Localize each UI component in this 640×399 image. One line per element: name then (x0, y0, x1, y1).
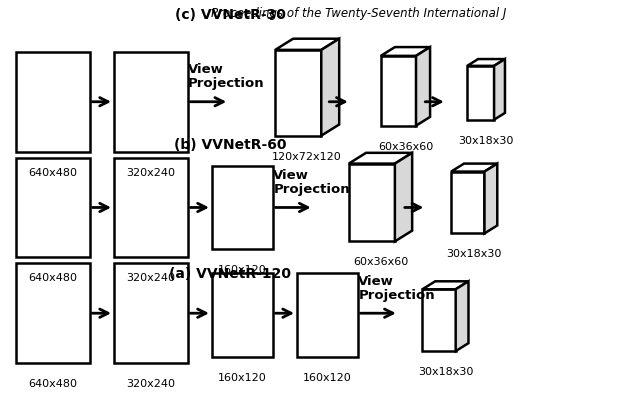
Text: 60x36x60: 60x36x60 (353, 257, 408, 267)
Polygon shape (467, 66, 494, 120)
Polygon shape (484, 164, 497, 233)
Polygon shape (451, 164, 497, 172)
Text: 160x120: 160x120 (218, 373, 267, 383)
Polygon shape (275, 50, 321, 136)
Polygon shape (381, 47, 430, 56)
Polygon shape (467, 59, 505, 66)
Polygon shape (456, 281, 468, 351)
Text: 30x18x30: 30x18x30 (458, 136, 514, 146)
Text: 30x18x30: 30x18x30 (447, 249, 502, 259)
Polygon shape (349, 153, 412, 164)
Polygon shape (321, 39, 339, 136)
Text: 60x36x60: 60x36x60 (378, 142, 433, 152)
Text: Proceedings of the Twenty-Seventh International J: Proceedings of the Twenty-Seventh Intern… (211, 7, 506, 20)
Text: (a) VVNetR-120: (a) VVNetR-120 (170, 267, 291, 281)
Bar (212, 166, 273, 249)
Text: 320x240: 320x240 (126, 273, 175, 283)
Bar (114, 52, 188, 152)
Text: (b) VVNetR-60: (b) VVNetR-60 (174, 138, 287, 152)
Polygon shape (395, 153, 412, 241)
Text: 640x480: 640x480 (28, 379, 77, 389)
Text: View
Projection: View Projection (358, 275, 435, 302)
Bar (114, 263, 188, 363)
Text: 120x72x120: 120x72x120 (273, 152, 342, 162)
Bar (297, 273, 358, 357)
Polygon shape (381, 56, 416, 126)
Text: (c) VVNetR-30: (c) VVNetR-30 (175, 8, 286, 22)
Text: 30x18x30: 30x18x30 (418, 367, 473, 377)
Bar (212, 273, 273, 357)
Bar (114, 158, 188, 257)
Text: 160x120: 160x120 (218, 265, 267, 275)
Text: View
Projection: View Projection (188, 63, 264, 90)
Polygon shape (422, 289, 456, 351)
Polygon shape (275, 39, 339, 50)
Text: 640x480: 640x480 (28, 168, 77, 178)
Bar (16, 158, 90, 257)
Bar (16, 263, 90, 363)
Text: 320x240: 320x240 (126, 168, 175, 178)
Polygon shape (422, 281, 468, 289)
Polygon shape (349, 164, 395, 241)
Text: 160x120: 160x120 (303, 373, 352, 383)
Text: View
Projection: View Projection (273, 169, 350, 196)
Polygon shape (451, 172, 484, 233)
Polygon shape (416, 47, 430, 126)
Polygon shape (494, 59, 505, 120)
Bar (16, 52, 90, 152)
Text: 640x480: 640x480 (28, 273, 77, 283)
Text: 320x240: 320x240 (126, 379, 175, 389)
